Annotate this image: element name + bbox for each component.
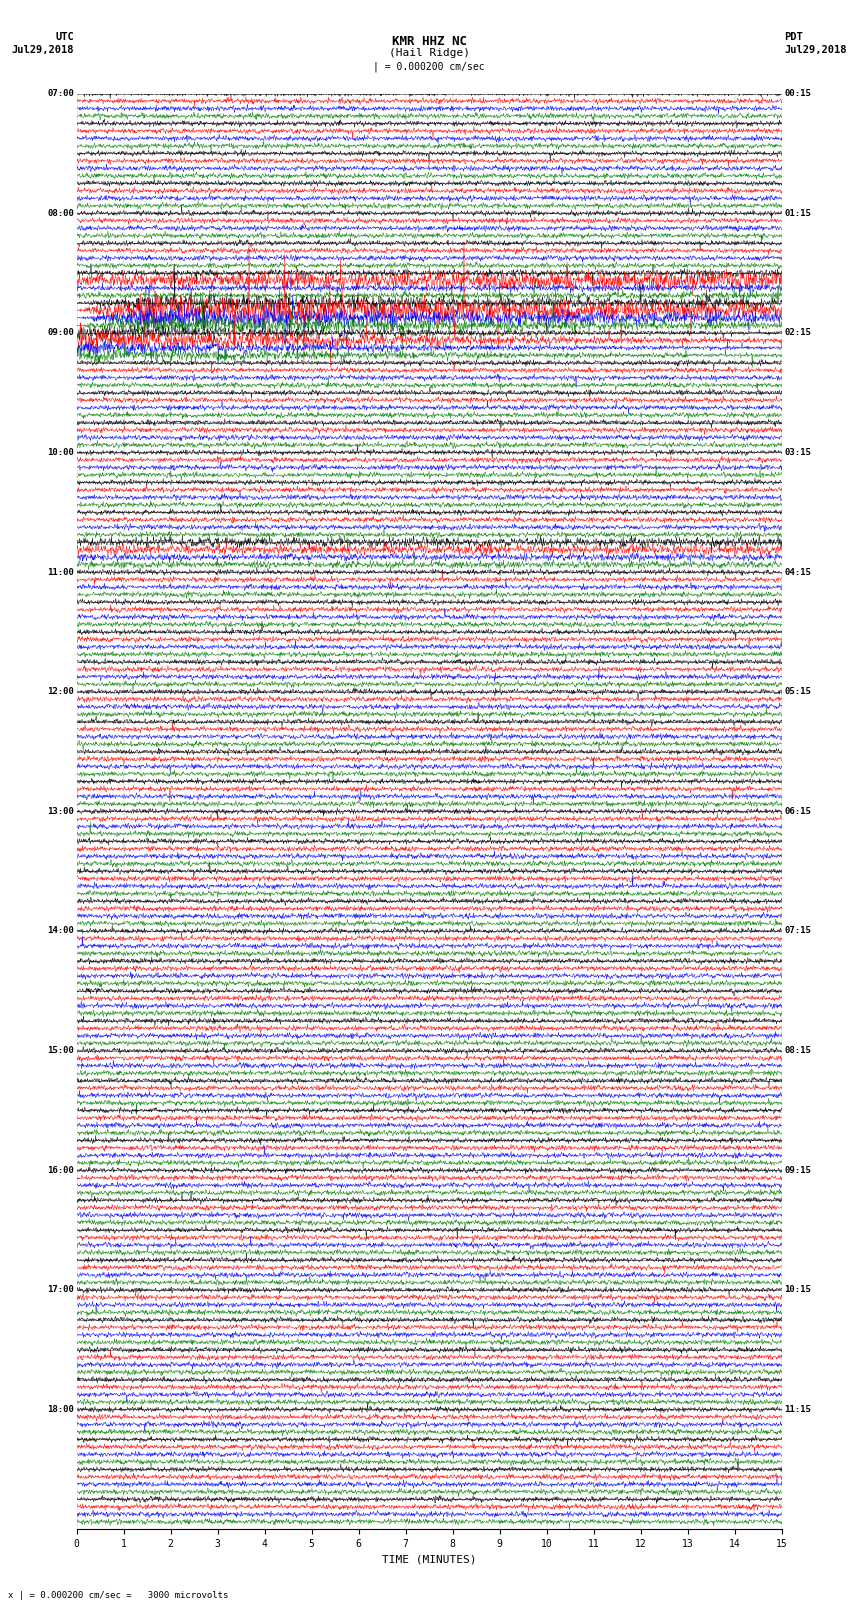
Text: 12:00: 12:00 <box>47 687 74 697</box>
Text: 06:15: 06:15 <box>785 806 812 816</box>
Text: KMR HHZ NC: KMR HHZ NC <box>392 35 467 48</box>
X-axis label: TIME (MINUTES): TIME (MINUTES) <box>382 1555 477 1565</box>
Text: Jul29,2018: Jul29,2018 <box>11 45 74 55</box>
Text: 17:00: 17:00 <box>47 1286 74 1294</box>
Text: 03:15: 03:15 <box>785 448 812 456</box>
Text: 05:15: 05:15 <box>785 687 812 697</box>
Text: PDT: PDT <box>785 32 803 42</box>
Text: 13:00: 13:00 <box>47 806 74 816</box>
Text: 09:00: 09:00 <box>47 329 74 337</box>
Text: UTC: UTC <box>55 32 74 42</box>
Text: 10:00: 10:00 <box>47 448 74 456</box>
Text: 07:15: 07:15 <box>785 926 812 936</box>
Text: 08:00: 08:00 <box>47 208 74 218</box>
Text: 00:15: 00:15 <box>785 89 812 98</box>
Text: 14:00: 14:00 <box>47 926 74 936</box>
Text: 18:00: 18:00 <box>47 1405 74 1415</box>
Text: 07:00: 07:00 <box>47 89 74 98</box>
Text: 02:15: 02:15 <box>785 329 812 337</box>
Text: 08:15: 08:15 <box>785 1047 812 1055</box>
Text: x | = 0.000200 cm/sec =   3000 microvolts: x | = 0.000200 cm/sec = 3000 microvolts <box>8 1590 229 1600</box>
Text: 15:00: 15:00 <box>47 1047 74 1055</box>
Text: Jul29,2018: Jul29,2018 <box>785 45 847 55</box>
Text: | = 0.000200 cm/sec: | = 0.000200 cm/sec <box>373 61 485 73</box>
Text: 11:00: 11:00 <box>47 568 74 576</box>
Text: 09:15: 09:15 <box>785 1166 812 1174</box>
Text: 01:15: 01:15 <box>785 208 812 218</box>
Text: 04:15: 04:15 <box>785 568 812 576</box>
Text: (Hail Ridge): (Hail Ridge) <box>388 48 470 58</box>
Text: 11:15: 11:15 <box>785 1405 812 1415</box>
Text: 16:00: 16:00 <box>47 1166 74 1174</box>
Text: 10:15: 10:15 <box>785 1286 812 1294</box>
